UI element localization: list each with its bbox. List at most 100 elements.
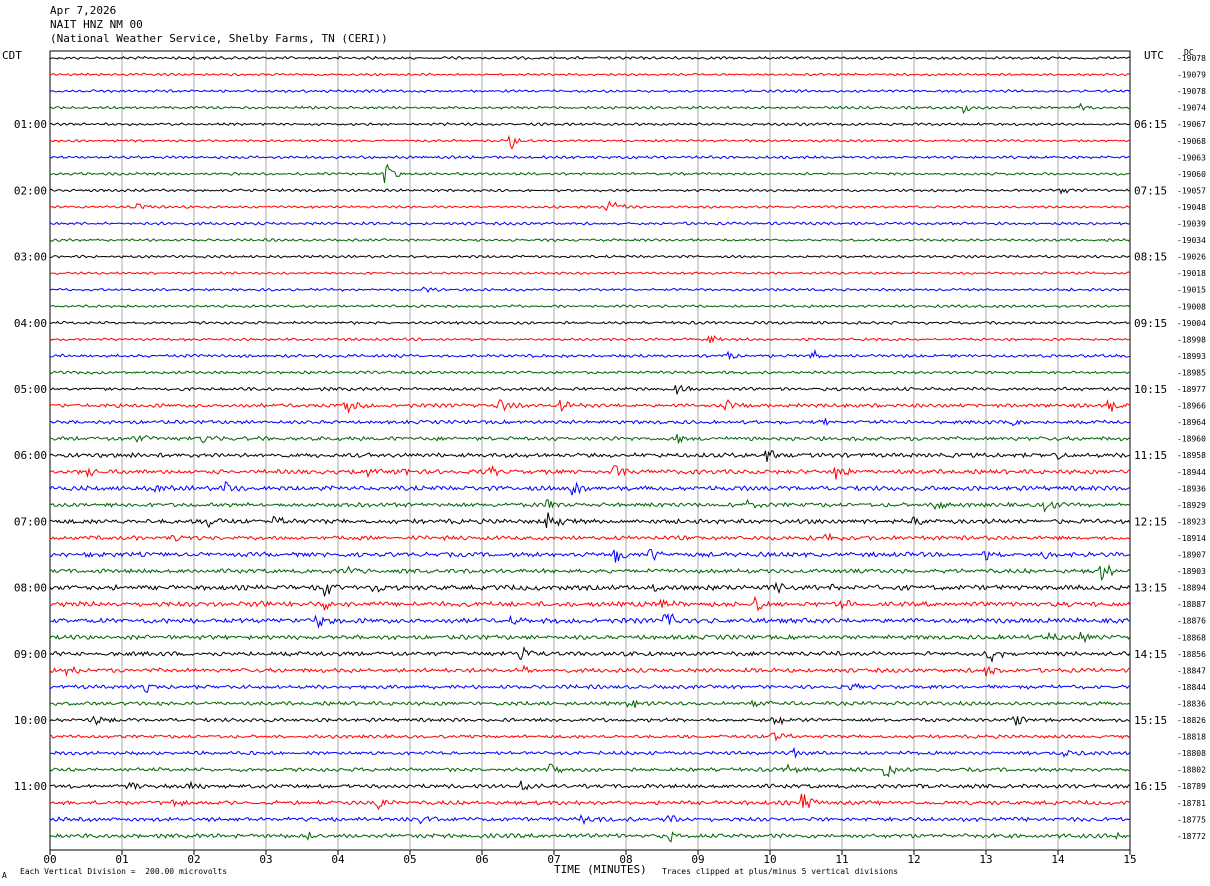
dc-offset-label: -18887 — [1177, 600, 1206, 609]
dc-offset-label: -19074 — [1177, 104, 1206, 113]
trace-row-26 — [49, 480, 1131, 496]
plot-frame — [49, 50, 1131, 851]
x-tick-label-01: 01 — [115, 853, 128, 866]
left-timezone-label: CDT — [2, 49, 22, 62]
dc-offset-label: -18977 — [1177, 385, 1206, 394]
trace-row-20 — [49, 384, 1131, 395]
left-hour-label: 11:00 — [14, 780, 47, 793]
trace-row-40 — [49, 715, 1131, 726]
trace-row-23 — [49, 433, 1131, 444]
header-station: NAIT HNZ NM 00 — [50, 18, 143, 31]
header-date: Apr 7,2026 — [50, 4, 117, 17]
right-hour-label: 11:15 — [1134, 449, 1167, 462]
right-hour-label: 06:15 — [1134, 118, 1167, 131]
dc-offset-label: -18936 — [1177, 484, 1206, 493]
dc-offset-label: -18907 — [1177, 551, 1206, 560]
trace-row-0 — [49, 55, 1131, 61]
dc-offset-label: -19004 — [1177, 319, 1206, 328]
left-hour-label: 01:00 — [14, 118, 47, 131]
dc-offset-label: -18789 — [1177, 782, 1206, 791]
dc-offset-label: -19015 — [1177, 286, 1206, 295]
trace-row-5 — [49, 134, 1131, 150]
trace-row-17 — [49, 335, 1131, 344]
trace-row-24 — [49, 450, 1131, 462]
x-tick-label-07: 07 — [547, 853, 560, 866]
dc-offset-label: -19048 — [1177, 203, 1206, 212]
dc-offset-label: -18775 — [1177, 815, 1206, 824]
scale-note: Each Vertical Division = 200.00 microvol… — [20, 867, 228, 876]
trace-row-35 — [49, 631, 1131, 644]
dc-offset-label: -18923 — [1177, 517, 1206, 526]
dc-offset-label: -18818 — [1177, 733, 1206, 742]
header-location: (National Weather Service, Shelby Farms,… — [50, 32, 388, 45]
right-hour-label: 12:15 — [1134, 515, 1167, 528]
dc-offset-label: -18944 — [1177, 468, 1206, 477]
trace-row-33 — [50, 595, 1131, 612]
trace-row-25 — [49, 464, 1130, 480]
trace-row-14 — [49, 286, 1131, 294]
dc-offset-label: -18914 — [1177, 534, 1206, 543]
trace-row-27 — [49, 498, 1131, 513]
left-hour-label: 03:00 — [14, 251, 47, 264]
dc-offset-label: -19063 — [1177, 153, 1206, 162]
dc-offset-label: -18993 — [1177, 352, 1206, 361]
dc-offset-label: -18826 — [1177, 716, 1206, 725]
x-tick-label-06: 06 — [475, 853, 488, 866]
trace-row-34 — [50, 612, 1131, 629]
dc-offset-label: -18836 — [1177, 699, 1206, 708]
trace-row-6 — [49, 155, 1131, 160]
right-timezone-label: UTC — [1144, 49, 1164, 62]
dc-offset-label: -18894 — [1177, 584, 1206, 593]
dc-offset-label: -19008 — [1177, 302, 1206, 311]
trace-row-15 — [49, 304, 1131, 309]
left-hour-label: 09:00 — [14, 648, 47, 661]
clip-note: Traces clipped at plus/minus 5 vertical … — [662, 867, 899, 876]
trace-row-46 — [49, 813, 1131, 826]
trace-row-7 — [49, 163, 1131, 183]
dc-offset-label: -18929 — [1177, 501, 1206, 510]
trace-row-4 — [49, 122, 1131, 127]
corner-mark: A — [2, 871, 7, 880]
dc-offset-label: -19057 — [1177, 186, 1206, 195]
trace-row-31 — [49, 563, 1131, 582]
trace-row-16 — [49, 320, 1131, 326]
dc-offset-label: -18998 — [1177, 335, 1206, 344]
dc-offset-label: -18802 — [1177, 766, 1206, 775]
dc-offset-label: -19079 — [1177, 71, 1206, 80]
trace-row-41 — [49, 732, 1131, 742]
dc-offset-label: -19078 — [1177, 87, 1206, 96]
left-hour-label: 06:00 — [14, 449, 47, 462]
dc-offset-label: -18903 — [1177, 567, 1206, 576]
x-tick-label-08: 08 — [619, 853, 632, 866]
trace-row-45 — [49, 793, 1131, 811]
x-tick-label-11: 11 — [835, 853, 848, 866]
x-tick-label-15: 15 — [1123, 853, 1136, 866]
trace-row-8 — [49, 188, 1131, 195]
trace-row-18 — [49, 348, 1131, 361]
left-hour-label: 05:00 — [14, 383, 47, 396]
dc-offset-label: -19060 — [1177, 170, 1206, 179]
left-hour-label: 08:00 — [14, 582, 47, 595]
trace-row-1 — [49, 72, 1131, 77]
right-hour-label: 14:15 — [1134, 648, 1167, 661]
dc-offset-label: -18964 — [1177, 418, 1206, 427]
right-hour-label: 08:15 — [1134, 251, 1167, 264]
trace-row-43 — [49, 763, 1130, 778]
trace-row-39 — [49, 699, 1131, 708]
trace-row-44 — [49, 780, 1131, 791]
dc-offset-label: -19068 — [1177, 137, 1206, 146]
trace-row-2 — [49, 89, 1131, 94]
x-tick-label-10: 10 — [763, 853, 776, 866]
trace-row-22 — [49, 418, 1131, 427]
dc-offset-label: -19034 — [1177, 236, 1206, 245]
dc-offset-label: -18966 — [1177, 402, 1206, 411]
left-hour-label: 10:00 — [14, 714, 47, 727]
dc-offset-heading: DC — [1184, 48, 1194, 57]
dc-offset-label: -18847 — [1177, 666, 1206, 675]
trace-row-21 — [49, 398, 1131, 414]
right-hour-label: 15:15 — [1134, 714, 1167, 727]
x-tick-label-14: 14 — [1051, 853, 1065, 866]
trace-row-28 — [49, 512, 1131, 529]
dc-offset-label: -19026 — [1177, 253, 1206, 262]
left-hour-label: 07:00 — [14, 515, 47, 528]
